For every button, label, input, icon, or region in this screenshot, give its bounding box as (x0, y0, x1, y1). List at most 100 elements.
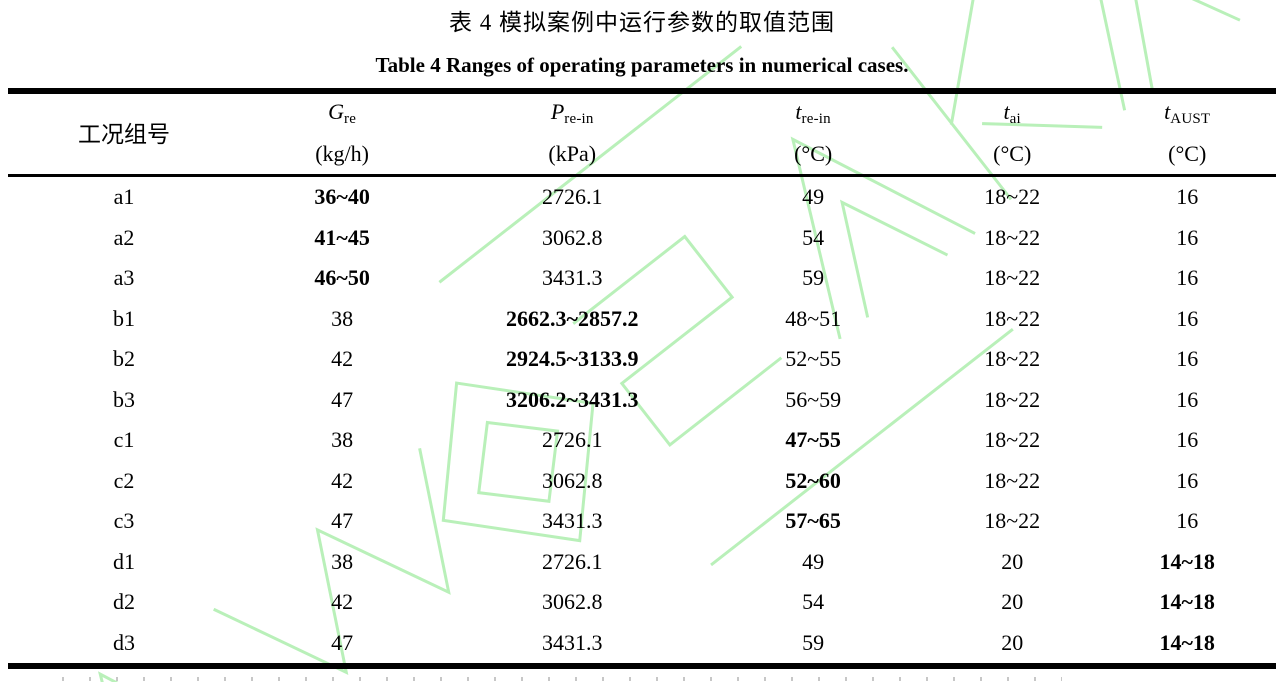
cell-b3-col5: 18~22 (984, 386, 1041, 412)
col-header-unit-2: (kPa) (444, 134, 701, 177)
cell-a2-col5: 18~22 (984, 224, 1041, 250)
table-row-c1: c1 38 2726.1 47~55 18~22 16 (8, 420, 1276, 461)
col-header-unit-1: (kg/h) (240, 134, 445, 177)
cell-d3-col5: 20 (1001, 629, 1024, 655)
cell-b3-col2: 47 (331, 386, 354, 412)
cell-c2-col5: 18~22 (984, 467, 1041, 493)
table-row-c3: c3 47 3431.3 57~65 18~22 16 (8, 501, 1276, 542)
cell-c2-col3: 3062.8 (541, 467, 603, 493)
table-body: a1 36~40 2726.1 49 18~22 16 a2 41~45 3062.8 54 18~… (8, 176, 1276, 667)
col-header-symbol-4: tai (1003, 99, 1021, 127)
table-row-d1: d1 38 2726.1 49 20 14~18 (8, 542, 1276, 583)
cell-d2-col3: 3062.8 (541, 589, 603, 615)
cell-c3-col2: 47 (331, 508, 354, 534)
cell-b1-col6: 16 (1176, 305, 1199, 331)
cell-d2-col5: 20 (1001, 589, 1024, 615)
cell-b3-col6: 16 (1176, 386, 1199, 412)
cell-d1-col4: 49 (802, 548, 825, 574)
col-header-case-group: 工况组号 (8, 91, 241, 177)
cell-b2-col2: 42 (331, 346, 354, 372)
cell-a3-col3: 3431.3 (541, 265, 603, 291)
cell-d2-col2: 42 (331, 589, 354, 615)
cell-a2-col4: 54 (802, 224, 825, 250)
case-id-d1: d1 (113, 548, 136, 574)
table-row-b1: b1 38 2662.3~2857.2 48~51 18~22 16 (8, 299, 1276, 340)
cell-b1-col3: 2662.3~2857.2 (506, 305, 639, 331)
table-caption-zh: 表 4 模拟案例中运行参数的取值范围 (449, 10, 835, 35)
col-header-symbol-5: tAUST (1164, 99, 1211, 127)
cell-c2-col6: 16 (1176, 467, 1199, 493)
case-id-b2: b2 (113, 346, 136, 372)
cell-a2-col6: 16 (1176, 224, 1199, 250)
cell-c1-col4: 47~55 (785, 427, 841, 453)
table-header: 工况组号 Gre Pre-in tre-in tai tAUST (kg/h) (kPa)… (8, 91, 1276, 177)
cell-a1-col4: 49 (802, 184, 825, 210)
cell-a2-col3: 3062.8 (541, 224, 603, 250)
col-header-symbol-3: tre-in (795, 99, 831, 127)
table-row-a2: a2 41~45 3062.8 54 18~22 16 (8, 218, 1276, 259)
table-row-d3: d3 47 3431.3 59 20 14~18 (8, 623, 1276, 667)
cell-a3-col2: 46~50 (314, 265, 370, 291)
table-row-a1: a1 36~40 2726.1 49 18~22 16 (8, 176, 1276, 218)
col-header-unit-4: (°C) (926, 134, 1099, 177)
cell-c2-col4: 52~60 (785, 467, 841, 493)
cell-b2-col6: 16 (1176, 346, 1199, 372)
cell-c1-col2: 38 (331, 427, 354, 453)
case-id-d2: d2 (113, 589, 136, 615)
case-id-d3: d3 (113, 629, 136, 655)
col-header-unit-3: (°C) (700, 134, 926, 177)
case-id-c3: c3 (113, 508, 135, 534)
cell-a2-col2: 41~45 (314, 224, 370, 250)
cell-c1-col6: 16 (1176, 427, 1199, 453)
cell-b3-col3: 3206.2~3431.3 (506, 386, 639, 412)
cell-b2-col5: 18~22 (984, 346, 1041, 372)
cell-c2-col2: 42 (331, 467, 354, 493)
table-row-b2: b2 42 2924.5~3133.9 52~55 18~22 16 (8, 339, 1276, 380)
col-header-unit-5: (°C) (1098, 134, 1276, 177)
cell-c3-col6: 16 (1176, 508, 1199, 534)
cell-c3-col5: 18~22 (984, 508, 1041, 534)
case-id-c1: c1 (113, 427, 135, 453)
table-row-b3: b3 47 3206.2~3431.3 56~59 18~22 16 (8, 380, 1276, 421)
cell-c3-col3: 3431.3 (541, 508, 603, 534)
case-id-a3: a3 (113, 265, 135, 291)
cell-b1-col2: 38 (331, 305, 354, 331)
case-id-a1: a1 (113, 184, 135, 210)
table-row-a3: a3 46~50 3431.3 59 18~22 16 (8, 258, 1276, 299)
cell-d3-col4: 59 (802, 629, 825, 655)
cell-b2-col3: 2924.5~3133.9 (506, 346, 639, 372)
case-id-b1: b1 (113, 305, 136, 331)
cell-a1-col5: 18~22 (984, 184, 1041, 210)
col-header-symbol-1: Gre (328, 99, 357, 127)
cell-d1-col6: 14~18 (1159, 548, 1215, 574)
case-id-c2: c2 (113, 467, 135, 493)
cell-d3-col6: 14~18 (1159, 629, 1215, 655)
cell-b3-col4: 56~59 (785, 386, 842, 412)
case-id-b3: b3 (113, 386, 136, 412)
cell-d3-col2: 47 (331, 629, 354, 655)
col-header-symbol-2: Pre-in (550, 99, 594, 127)
cell-d1-col2: 38 (331, 548, 354, 574)
cell-d2-col6: 14~18 (1159, 589, 1215, 615)
cell-c3-col4: 57~65 (785, 508, 841, 534)
table-caption-en: Table 4 Ranges of operating parameters i… (375, 53, 909, 77)
cell-b1-col5: 18~22 (984, 305, 1041, 331)
parameters-table: 工况组号 Gre Pre-in tre-in tai tAUST (kg/h) (kPa)… (8, 88, 1276, 669)
cell-d3-col3: 3431.3 (541, 629, 603, 655)
cell-b1-col4: 48~51 (785, 305, 842, 331)
cell-b2-col4: 52~55 (785, 346, 842, 372)
cell-a1-col6: 16 (1176, 184, 1199, 210)
cutoff-next-line-fragment (62, 677, 1062, 681)
header-symbols-row: 工况组号 Gre Pre-in tre-in tai tAUST (8, 91, 1276, 177)
cell-d2-col4: 54 (802, 589, 825, 615)
cell-d1-col5: 20 (1001, 548, 1024, 574)
case-id-a2: a2 (113, 224, 135, 250)
table-row-c2: c2 42 3062.8 52~60 18~22 16 (8, 461, 1276, 502)
table-row-d2: d2 42 3062.8 54 20 14~18 (8, 582, 1276, 623)
cell-a3-col6: 16 (1176, 265, 1199, 291)
cell-a3-col5: 18~22 (984, 265, 1041, 291)
cell-d1-col3: 2726.1 (541, 548, 603, 574)
cell-a1-col3: 2726.1 (541, 184, 603, 210)
cell-c1-col5: 18~22 (984, 427, 1041, 453)
